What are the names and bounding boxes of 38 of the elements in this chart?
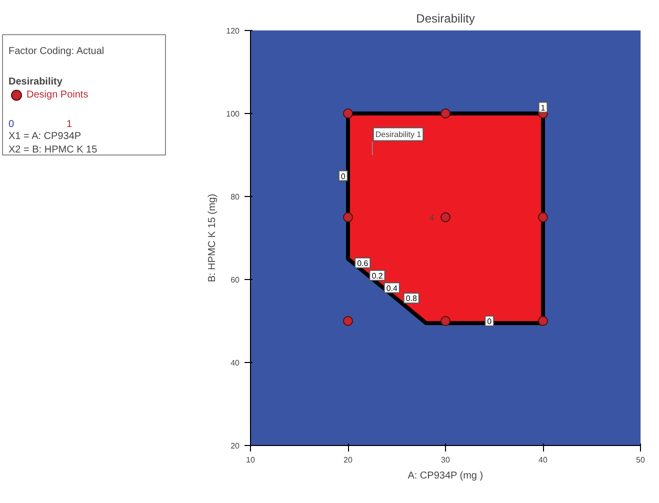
annotation: 0.2 bbox=[372, 271, 384, 280]
annotation: 0 bbox=[340, 172, 346, 181]
annotation: 0.8 bbox=[406, 294, 418, 304]
chart-title: Desirability bbox=[416, 12, 475, 26]
text: Factor Coding: Actual bbox=[8, 46, 104, 57]
y-tick-label: 100 bbox=[226, 110, 240, 118]
x-tick-label: 50 bbox=[636, 456, 646, 464]
x-tick-label: 10 bbox=[246, 456, 256, 464]
point bbox=[538, 316, 548, 326]
text: X2 = B: HPMC K 15 bbox=[8, 144, 98, 156]
y-tick-label: 40 bbox=[230, 358, 240, 368]
point bbox=[440, 316, 450, 326]
x-axis-title: A: CP934P (mg ) bbox=[408, 470, 484, 482]
point bbox=[343, 212, 353, 222]
text: X1 = A: CP934P bbox=[8, 131, 82, 142]
annotation: 0 bbox=[487, 317, 492, 326]
y-axis-title: B: HPMC K 15 (mg) bbox=[207, 194, 218, 282]
legend-title: Desirability bbox=[8, 76, 63, 88]
x-tick-label: 30 bbox=[441, 456, 450, 464]
annotation: 0.6 bbox=[357, 258, 369, 268]
annotation: 1 bbox=[540, 103, 546, 112]
x-tick-label: 20 bbox=[344, 456, 353, 464]
annotation: Desirability 1 bbox=[375, 130, 422, 139]
point bbox=[343, 108, 353, 118]
y-tick-label: 20 bbox=[230, 442, 240, 450]
y-tick-label: 60 bbox=[230, 276, 240, 284]
point bbox=[440, 108, 450, 118]
legend-label: Design Points bbox=[26, 90, 88, 101]
point bbox=[440, 212, 450, 222]
annotation: 4 bbox=[429, 213, 434, 222]
text: 0 bbox=[8, 118, 14, 130]
point bbox=[538, 212, 548, 222]
text: 1 bbox=[66, 118, 72, 130]
point bbox=[343, 316, 353, 326]
x-tick-label: 40 bbox=[538, 456, 548, 464]
annotation: 0.4 bbox=[386, 284, 398, 293]
y-tick-label: 80 bbox=[230, 192, 240, 202]
y-tick-label: 120 bbox=[226, 26, 240, 36]
